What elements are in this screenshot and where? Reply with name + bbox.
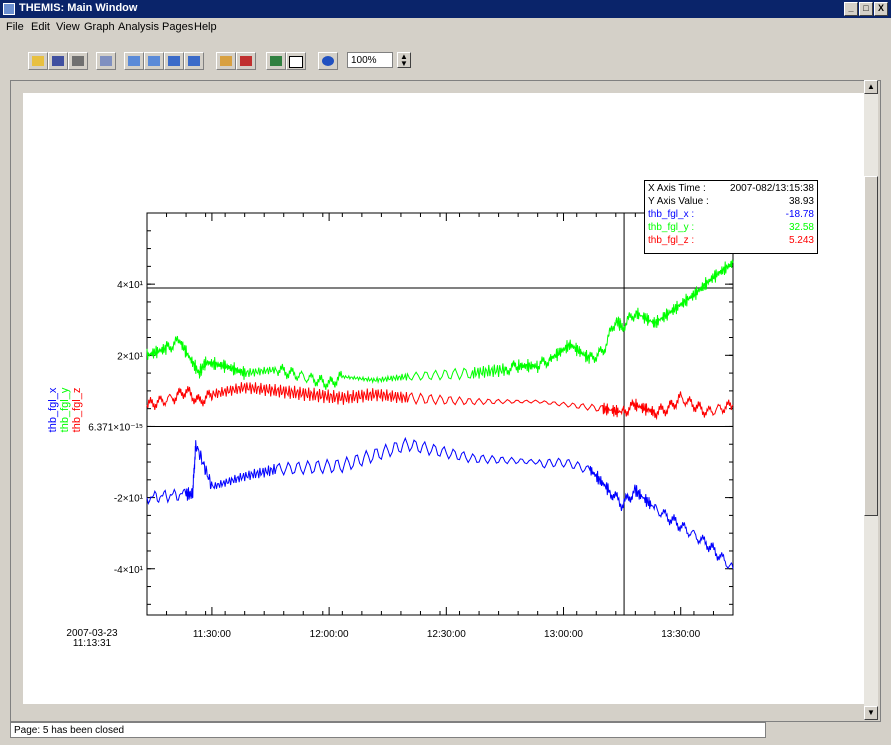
minimize-button[interactable]: _ — [844, 2, 858, 16]
window-title: THEMIS: Main Window — [19, 2, 138, 14]
close-button[interactable]: X — [874, 2, 888, 16]
menu-analysis[interactable]: Analysis — [118, 21, 159, 33]
readout-by-value: 32.58 — [788, 222, 814, 233]
delete-icon — [240, 56, 252, 66]
series-line-thb_fgl_z — [146, 382, 734, 421]
x-start-date: 2007-03-23 — [66, 628, 118, 639]
save-icon — [52, 56, 64, 66]
save-button[interactable] — [48, 52, 68, 70]
zoom-spinner[interactable]: ▲ ▼ — [397, 52, 411, 68]
readout-y-label: Y Axis Value : — [648, 196, 709, 207]
y-label-y: thb_fgl_y — [59, 387, 71, 432]
y-tick-label: 6.371×10⁻¹⁵ — [88, 422, 143, 433]
page-icon — [289, 56, 303, 68]
folder-icon — [32, 56, 44, 66]
menu-graph[interactable]: Graph — [84, 21, 115, 33]
y-label-z: thb_fgl_z — [71, 388, 83, 433]
vertical-scrollbar[interactable]: ▲ ▼ — [864, 80, 878, 720]
y-label-x: thb_fgl_x — [47, 387, 59, 432]
portrait-button[interactable] — [286, 52, 306, 70]
x-tick-label: 13:00:00 — [544, 629, 583, 640]
readout-by-label: thb_fgl_y : — [648, 222, 695, 233]
y-tick-label: 2×10¹ — [117, 351, 144, 362]
readout-bz-value: 5.243 — [788, 235, 814, 246]
menu-view[interactable]: View — [56, 21, 80, 33]
scroll-thumb[interactable] — [864, 176, 878, 516]
copy-icon — [100, 56, 112, 66]
page-icon — [270, 56, 282, 66]
help-icon — [322, 56, 334, 66]
menu-pages[interactable]: Pages — [162, 21, 194, 33]
scroll-down-button[interactable]: ▼ — [864, 706, 878, 720]
x-start-time: 11:13:31 — [73, 638, 112, 649]
series-line-thb_fgl_x — [146, 436, 734, 570]
y-tick-label: 4×10¹ — [117, 280, 144, 291]
series-line-thb_fgl_y — [146, 259, 734, 390]
print-icon — [72, 56, 84, 66]
readout-x-time: 2007-082/13:15:38 — [730, 183, 814, 194]
menu-edit[interactable]: Edit — [31, 21, 50, 33]
readout-y-value: 38.93 — [788, 196, 814, 207]
right-arrow-icon — [188, 56, 200, 66]
copy-button[interactable] — [96, 52, 116, 70]
arrows-icon — [128, 56, 140, 66]
pan-left-button[interactable] — [124, 52, 144, 70]
title-bar: THEMIS: Main Window _ □ X — [0, 0, 891, 18]
landscape-button[interactable] — [266, 52, 286, 70]
scroll-up-button[interactable]: ▲ — [864, 80, 878, 94]
x-tick-label: 13:30:00 — [661, 629, 700, 640]
toolbar — [0, 38, 891, 74]
help-button[interactable] — [318, 52, 338, 70]
pencil-icon — [220, 56, 232, 66]
zoom-input[interactable]: 100% — [347, 52, 393, 68]
menu-bar: File Edit View Graph Analysis Pages Help — [0, 18, 891, 36]
y-tick-label: -2×10¹ — [114, 494, 144, 505]
edit-button[interactable] — [216, 52, 236, 70]
x-tick-label: 12:30:00 — [427, 629, 466, 640]
pan-right-button[interactable] — [144, 52, 164, 70]
open-button[interactable] — [28, 52, 48, 70]
arrows-icon — [148, 56, 160, 66]
x-tick-label: 12:00:00 — [310, 629, 349, 640]
print-button[interactable] — [68, 52, 88, 70]
menu-file[interactable]: File — [6, 21, 24, 33]
forward-button[interactable] — [184, 52, 204, 70]
readout-bx-label: thb_fgl_x : — [648, 209, 695, 220]
menu-help[interactable]: Help — [194, 21, 217, 33]
y-tick-label: -4×10¹ — [114, 565, 144, 576]
back-button[interactable] — [164, 52, 184, 70]
readout-x-label: X Axis Time : — [648, 183, 706, 194]
readout-bx-value: -18.78 — [785, 209, 814, 220]
x-tick-label: 11:30:00 — [193, 629, 232, 640]
app-icon — [3, 3, 15, 15]
delete-button[interactable] — [236, 52, 256, 70]
cursor-readout: X Axis Time : 2007-082/13:15:38 Y Axis Va… — [644, 180, 818, 254]
left-arrow-icon — [168, 56, 180, 66]
readout-bz-label: thb_fgl_z : — [648, 235, 695, 246]
maximize-button[interactable]: □ — [859, 2, 873, 16]
status-bar: Page: 5 has been closed — [10, 722, 766, 738]
plot-frame — [146, 212, 734, 616]
